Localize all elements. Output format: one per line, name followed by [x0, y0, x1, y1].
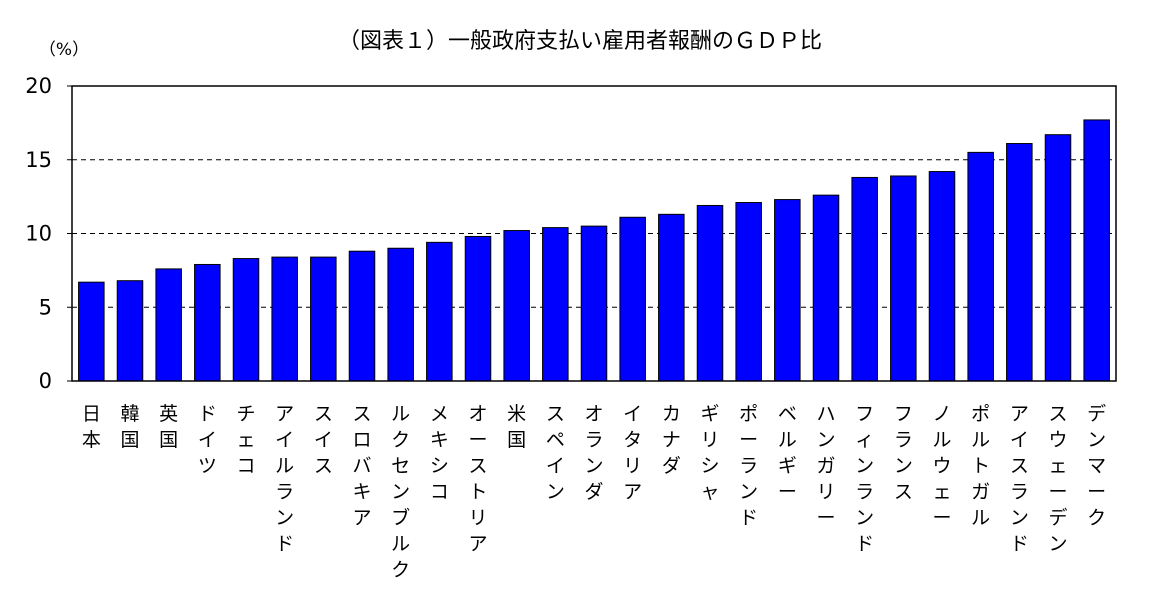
y-axis-unit-label: （%） [39, 40, 89, 60]
x-category-label: アイルランド [275, 403, 294, 555]
bar-23 [967, 151, 994, 382]
bar-3 [194, 263, 221, 382]
bars [78, 119, 1110, 382]
x-category-label: メキシコ [430, 403, 449, 503]
bar-5 [271, 256, 298, 382]
x-category-label: ドイツ [198, 403, 217, 477]
bar-14 [619, 216, 646, 382]
bar-21 [890, 175, 917, 382]
x-category-label: オランダ [584, 403, 603, 503]
bar-15 [658, 213, 685, 382]
y-tick-label: 5 [39, 295, 52, 319]
bar-13 [580, 225, 608, 382]
x-category-label: 韓国 [120, 403, 139, 451]
bar-10 [464, 235, 492, 382]
x-category-label: チェコ [236, 403, 255, 477]
x-category-label: イタリア [623, 403, 642, 503]
bar-2 [155, 268, 182, 382]
bar-4 [232, 258, 260, 382]
x-category-label: スイス [314, 403, 333, 477]
bar-22 [928, 171, 956, 382]
bar-19 [812, 194, 840, 382]
y-tick-label: 20 [25, 74, 52, 98]
y-axis-ticks: 0 5 10 15 20 [25, 74, 72, 393]
bar-0 [78, 281, 105, 382]
bar-11 [503, 230, 530, 382]
bar-9 [426, 241, 453, 382]
x-category-label: スペイン [546, 403, 565, 503]
bar-25 [1044, 134, 1072, 382]
x-category-label: フィンランド [855, 403, 874, 555]
x-category-label: 日本 [82, 403, 101, 451]
bar-24 [1006, 143, 1033, 382]
x-category-label: ポーランド [739, 403, 758, 529]
x-category-label: ハンガリー [816, 403, 835, 529]
bar-20 [851, 176, 878, 382]
x-category-label: ベルギー [778, 403, 797, 503]
x-category-label: アイスランド [1010, 403, 1029, 555]
x-category-label: デンマーク [1087, 403, 1106, 529]
y-tick-label: 15 [25, 148, 52, 172]
y-tick-label: 0 [39, 369, 52, 393]
x-category-label: ノルウェー [932, 403, 951, 529]
x-category-label: ギリシャ [700, 403, 719, 503]
x-category-label: カナダ [662, 403, 681, 477]
x-category-label: 米国 [507, 403, 526, 451]
bar-6 [310, 256, 337, 382]
bar-12 [542, 227, 569, 382]
bar-7 [348, 250, 376, 382]
bar-18 [774, 199, 801, 382]
bar-17 [735, 202, 762, 382]
x-category-label: スウェーデン [1048, 403, 1067, 555]
x-category-label: フランス [894, 403, 913, 503]
chart-title: （図表１）一般政府支払い雇用者報酬のＧＤＰ比 [338, 29, 822, 54]
x-category-label: ルクセンブルク [391, 403, 410, 581]
x-category-label: オーストリア [468, 403, 487, 555]
y-tick-label: 10 [25, 222, 52, 246]
x-category-label: スロバキア [352, 403, 371, 529]
bar-1 [116, 280, 144, 382]
bar-26 [1083, 119, 1110, 382]
x-category-label: ポルトガル [971, 403, 990, 529]
x-category-label: 英国 [159, 403, 178, 451]
bar-16 [696, 204, 724, 382]
bar-8 [387, 247, 414, 382]
